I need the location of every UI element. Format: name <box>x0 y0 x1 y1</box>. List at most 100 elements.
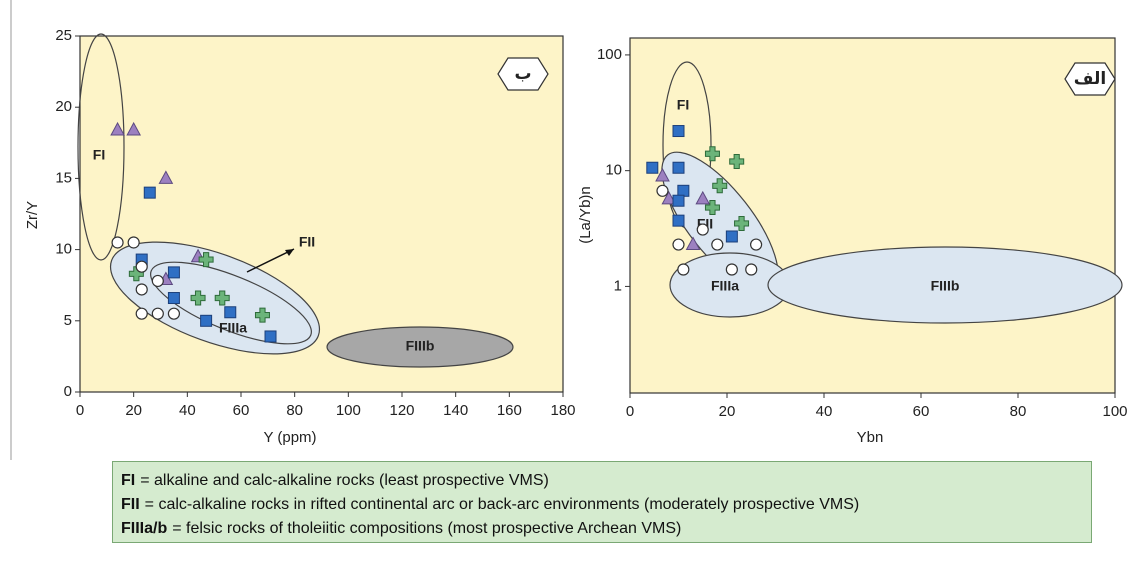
region-label: FIIIa <box>711 278 739 294</box>
square-marker <box>672 161 685 174</box>
caption-term: FIIIa/b <box>121 520 168 537</box>
circle-marker <box>672 238 685 251</box>
x-tick-label: 100 <box>1102 403 1127 420</box>
cross-marker <box>704 200 720 216</box>
region-ellipse <box>77 33 125 261</box>
y-tick-label: 25 <box>55 27 72 44</box>
series <box>128 252 270 323</box>
region-ellipse <box>150 261 312 345</box>
circle-marker <box>135 283 148 296</box>
x-tick-label: 80 <box>286 402 303 419</box>
square-marker <box>677 184 690 197</box>
y-axis-title: Zr/Y <box>24 201 41 229</box>
region-ellipse <box>767 246 1123 324</box>
x-tick-label: 160 <box>497 402 522 419</box>
y-axis-title: (La/Yb)n <box>577 186 594 244</box>
square-marker <box>725 230 738 243</box>
x-tick-label: 40 <box>816 403 833 420</box>
region-label: FI <box>93 147 105 163</box>
panel-label: ب <box>514 64 531 84</box>
circle-marker <box>711 238 724 251</box>
x-tick-label: 180 <box>550 402 575 419</box>
circle-marker <box>127 236 140 249</box>
circle-marker <box>151 307 164 320</box>
y-tick-label: 100 <box>597 46 622 63</box>
triangle-marker <box>695 190 711 205</box>
caption-line: FI = alkaline and calc-alkaline rocks (le… <box>121 469 1083 493</box>
triangle-marker <box>655 167 670 182</box>
series <box>655 167 711 251</box>
circle-marker <box>135 260 148 273</box>
caption-line: FII = calc-alkaline rocks in rifted conti… <box>121 493 1083 517</box>
y-tick-label: 20 <box>55 98 72 115</box>
arrow-head <box>285 249 294 256</box>
y-tick-label: 15 <box>55 169 72 186</box>
cross-marker <box>734 215 750 231</box>
square-marker <box>167 266 180 279</box>
triangle-marker <box>126 121 142 136</box>
caption-text: = felsic rocks of tholeiitic composition… <box>172 520 682 537</box>
y-tick-label: 0 <box>64 383 72 400</box>
region-ellipse <box>326 326 514 368</box>
x-tick-label: 0 <box>76 402 84 419</box>
square-marker <box>167 292 180 305</box>
x-axis-title: Y (ppm) <box>263 429 316 446</box>
circle-marker <box>111 236 124 249</box>
circle-marker <box>656 184 669 197</box>
x-tick-label: 100 <box>336 402 361 419</box>
x-tick-label: 80 <box>1010 403 1027 420</box>
cross-marker <box>214 290 230 306</box>
region-label: FIIIa <box>219 320 247 336</box>
circle-marker <box>151 274 164 288</box>
caption-term: FII <box>121 496 140 513</box>
cross-marker <box>729 153 745 169</box>
x-axis-title: Ybn <box>857 429 884 446</box>
circle-marker <box>725 263 738 276</box>
cross-marker <box>704 146 720 162</box>
region-label: FII <box>299 234 315 250</box>
triangle-marker <box>685 236 701 251</box>
triangle-marker <box>110 121 125 136</box>
region-label: FIIIb <box>406 338 435 354</box>
caption-text: = alkaline and calc-alkaline rocks (leas… <box>140 472 549 489</box>
region-label: FIIIb <box>931 278 960 294</box>
series <box>704 146 750 231</box>
x-tick-label: 60 <box>233 402 250 419</box>
square-marker <box>646 161 659 174</box>
x-tick-label: 0 <box>626 403 634 420</box>
x-tick-label: 40 <box>179 402 196 419</box>
caption-text: = calc-alkaline rocks in rifted continen… <box>144 496 860 513</box>
panel-badge <box>1064 62 1116 96</box>
triangle-marker <box>158 170 174 184</box>
y-tick-label: 1 <box>614 277 622 294</box>
y-tick-label: 10 <box>55 241 72 258</box>
square-marker <box>224 306 237 319</box>
triangle-marker <box>661 190 677 205</box>
cross-marker <box>254 307 270 323</box>
square-marker <box>264 330 277 343</box>
circle-marker <box>749 238 763 251</box>
region-label: FI <box>677 97 689 113</box>
square-marker <box>672 125 685 138</box>
cross-marker <box>198 252 214 268</box>
square-marker <box>143 186 156 199</box>
panel-badge <box>497 57 549 91</box>
cross-marker <box>712 178 728 194</box>
cross-marker <box>190 290 206 306</box>
circle-marker <box>677 263 690 276</box>
region-arrow <box>246 248 295 273</box>
caption-line: FIIIa/b = felsic rocks of tholeiitic comp… <box>121 517 1083 541</box>
square-marker <box>200 314 213 327</box>
square-marker <box>672 214 685 227</box>
panel-label: الف <box>1074 69 1106 89</box>
y-tick-label: 10 <box>605 162 622 179</box>
y-tick-label: 5 <box>64 312 72 329</box>
caption-term: FI <box>121 472 136 489</box>
circle-marker <box>696 223 709 236</box>
x-tick-label: 140 <box>443 402 468 419</box>
x-tick-label: 120 <box>389 402 414 419</box>
x-tick-label: 60 <box>913 403 930 420</box>
x-tick-label: 20 <box>125 402 142 419</box>
circle-marker <box>745 263 758 276</box>
